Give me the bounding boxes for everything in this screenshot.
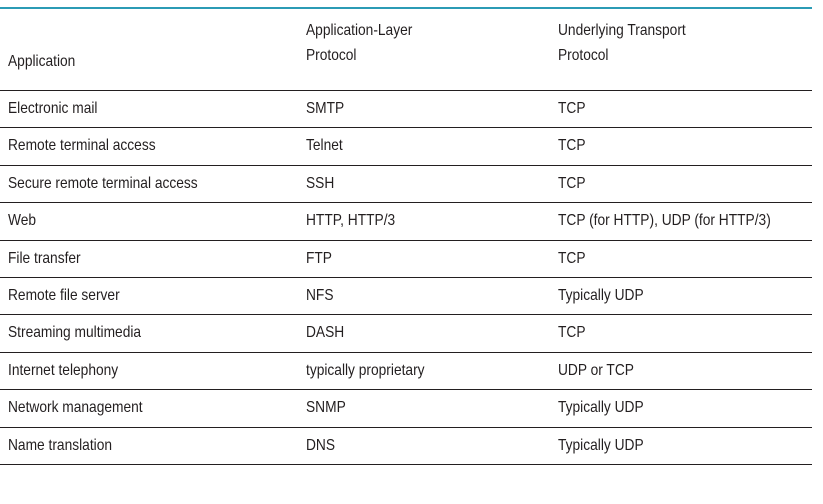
table-header-row: Application Application-Layer Protocol U… bbox=[0, 9, 812, 91]
table-row: Web HTTP, HTTP/3 TCP (for HTTP), UDP (for … bbox=[0, 203, 812, 241]
cell-application: Streaming multimedia bbox=[8, 324, 142, 342]
table-top-rule bbox=[0, 7, 812, 9]
header-transport-protocol: Underlying Transport Protocol bbox=[558, 18, 686, 68]
cell-app-protocol: SNMP bbox=[306, 399, 346, 417]
cell-transport-protocol: TCP bbox=[558, 137, 586, 155]
cell-app-protocol: DNS bbox=[306, 436, 336, 454]
cell-transport-protocol: TCP bbox=[558, 174, 586, 192]
table-row: Secure remote terminal access SSH TCP bbox=[0, 166, 812, 204]
protocol-table: Application Application-Layer Protocol U… bbox=[0, 7, 812, 465]
table-row: Streaming multimedia DASH TCP bbox=[0, 315, 812, 353]
cell-transport-protocol: TCP (for HTTP), UDP (for HTTP/3) bbox=[558, 212, 771, 230]
cell-app-protocol: SMTP bbox=[306, 100, 345, 117]
cell-app-protocol: NFS bbox=[306, 286, 334, 304]
table-row: File transfer FTP TCP bbox=[0, 241, 812, 278]
cell-application: Name translation bbox=[8, 436, 113, 454]
header-transport-line1: Underlying Transport bbox=[558, 22, 686, 39]
table-body: Electronic mail SMTP TCP Remote terminal ac… bbox=[0, 91, 812, 465]
table-row: Name translation DNS Typically UDP bbox=[0, 428, 812, 465]
cell-transport-protocol: Typically UDP bbox=[558, 436, 644, 454]
cell-application: Web bbox=[8, 212, 37, 230]
table-row: Internet telephony typically proprietary U… bbox=[0, 353, 812, 391]
cell-transport-protocol: TCP bbox=[558, 324, 586, 342]
header-app-protocol-line2: Protocol bbox=[306, 47, 357, 64]
cell-app-protocol: FTP bbox=[306, 249, 332, 267]
header-application-layer-protocol: Application-Layer Protocol bbox=[306, 18, 412, 68]
cell-application: Internet telephony bbox=[8, 361, 119, 379]
cell-application: Remote terminal access bbox=[8, 137, 156, 155]
cell-transport-protocol: TCP bbox=[558, 249, 586, 267]
table-row: Remote terminal access Telnet TCP bbox=[0, 128, 812, 166]
cell-application: Secure remote terminal access bbox=[8, 174, 198, 192]
cell-app-protocol: typically proprietary bbox=[306, 361, 425, 379]
cell-app-protocol: HTTP, HTTP/3 bbox=[306, 212, 396, 230]
cell-transport-protocol: UDP or TCP bbox=[558, 361, 634, 379]
table-row: Network management SNMP Typically UDP bbox=[0, 390, 812, 428]
header-transport-line2: Protocol bbox=[558, 47, 609, 64]
cell-transport-protocol: Typically UDP bbox=[558, 286, 644, 304]
cell-app-protocol: DASH bbox=[306, 324, 345, 342]
table-row: Remote file server NFS Typically UDP bbox=[0, 278, 812, 316]
cell-app-protocol: SSH bbox=[306, 174, 335, 192]
table-row: Electronic mail SMTP TCP bbox=[0, 91, 812, 129]
header-app-protocol-line1: Application-Layer bbox=[306, 22, 413, 39]
cell-application: Electronic mail bbox=[8, 100, 98, 117]
cell-transport-protocol: Typically UDP bbox=[558, 399, 644, 417]
cell-app-protocol: Telnet bbox=[306, 137, 343, 155]
cell-application: File transfer bbox=[8, 249, 81, 267]
header-application: Application bbox=[8, 49, 75, 74]
cell-application: Network management bbox=[8, 399, 143, 417]
header-application-label: Application bbox=[8, 53, 76, 70]
cell-transport-protocol: TCP bbox=[558, 100, 586, 117]
cell-application: Remote file server bbox=[8, 286, 120, 304]
